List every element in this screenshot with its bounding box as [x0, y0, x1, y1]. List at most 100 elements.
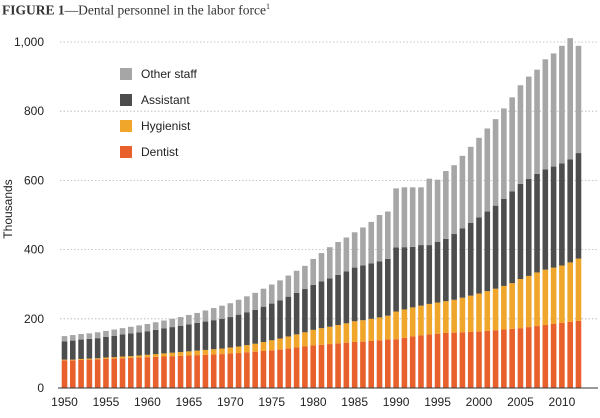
bar-segment-dentist	[393, 339, 399, 388]
bar-segment-other-staff	[169, 318, 176, 328]
bar-segment-dentist	[111, 358, 118, 388]
bar-segment-other-staff	[376, 215, 383, 262]
bar-segment-other-staff	[161, 320, 167, 329]
bar-segment-other-staff	[61, 336, 68, 342]
bar-segment-other-staff	[351, 232, 358, 268]
bar-segment-other-staff	[385, 211, 391, 259]
bar-segment-dentist	[227, 353, 234, 388]
bar-segment-assistant	[161, 328, 167, 354]
y-axis-label: Thousands	[1, 179, 15, 238]
bar-segment-assistant	[177, 325, 184, 353]
y-tick-label: 0	[37, 381, 44, 395]
bar-segment-other-staff	[418, 187, 424, 246]
bar-segment-dentist	[517, 328, 524, 388]
bar-segment-dentist	[69, 360, 76, 388]
y-tick-label: 200	[24, 312, 44, 326]
bar-segment-hygienist	[61, 359, 68, 361]
bar-segment-other-staff	[467, 146, 474, 223]
bar-segment-dentist	[509, 328, 515, 388]
bar-segment-hygienist	[136, 355, 142, 358]
bar-segment-other-staff	[360, 227, 366, 266]
bar-segment-assistant	[426, 245, 433, 304]
bar-segment-hygienist	[559, 265, 565, 323]
bar-segment-assistant	[559, 163, 565, 266]
bar-segment-dentist	[335, 343, 341, 388]
bar-segment-other-staff	[210, 308, 217, 321]
bar-segment-hygienist	[376, 317, 383, 341]
bar-segment-dentist	[501, 329, 507, 388]
bar-segment-dentist	[161, 356, 167, 388]
bar-segment-assistant	[94, 338, 101, 359]
bar-segment-hygienist	[409, 307, 416, 337]
bar-segment-assistant	[534, 173, 540, 273]
bar-segment-other-staff	[136, 325, 142, 333]
x-tick-label: 2005	[507, 395, 534, 409]
bar-segment-hygienist	[161, 353, 167, 357]
bar-segment-assistant	[550, 166, 557, 268]
bar-segment-other-staff	[194, 312, 200, 323]
x-tick-labels: 1950 1955 1960 1965 1970 1975 1980 1985 1990 1995…	[51, 395, 575, 409]
bar-segment-hygienist	[69, 359, 76, 361]
bar-segment-other-staff	[219, 305, 225, 319]
bar-segment-assistant	[343, 271, 350, 324]
bar-segment-assistant	[103, 336, 109, 358]
bar-segment-assistant	[409, 246, 416, 308]
x-tick-label: 1965	[175, 395, 202, 409]
bar-segment-assistant	[376, 261, 383, 318]
bar-segment-assistant	[111, 335, 118, 358]
bar-segment-dentist	[484, 330, 491, 388]
bar-segment-assistant	[61, 341, 68, 360]
y-tick-labels: 0 200 400 600 800 1,000	[14, 35, 44, 395]
bar-segment-dentist	[293, 347, 300, 388]
bar-segment-dentist	[144, 357, 151, 388]
bar-segment-dentist	[368, 340, 375, 388]
bar-segment-dentist	[235, 353, 242, 388]
bar-segment-other-staff	[260, 288, 267, 307]
bar-segment-assistant	[401, 247, 408, 310]
bar-segment-dentist	[194, 355, 200, 388]
bar-segment-dentist	[434, 333, 441, 388]
bar-segment-hygienist	[368, 318, 375, 341]
bar-segment-assistant	[227, 317, 234, 348]
bar-segment-hygienist	[152, 354, 159, 357]
bar-segment-assistant	[459, 228, 466, 298]
bar-segment-assistant	[219, 318, 225, 349]
bar-segment-assistant	[335, 274, 341, 326]
bar-segment-hygienist	[244, 345, 250, 353]
bar-segment-other-staff	[111, 329, 118, 336]
bar-segment-dentist	[78, 359, 84, 388]
x-tick-label: 1950	[51, 395, 78, 409]
bar-segment-assistant	[302, 289, 308, 333]
bar-segment-hygienist	[335, 325, 341, 344]
bar-segment-dentist	[169, 356, 176, 388]
bar-segment-assistant	[310, 284, 316, 330]
bar-segment-dentist	[310, 345, 316, 388]
bar-segment-assistant	[542, 169, 549, 270]
bar-segment-dentist	[385, 339, 391, 388]
legend-label: Assistant	[141, 93, 190, 107]
bar-segment-other-staff	[335, 241, 341, 275]
bar-segment-other-staff	[293, 270, 300, 293]
bar-segment-assistant	[318, 281, 325, 329]
bar-segment-hygienist	[78, 358, 84, 360]
bar-segment-other-staff	[302, 265, 308, 290]
bar-segment-other-staff	[550, 53, 557, 167]
bar-segment-other-staff	[310, 258, 316, 285]
bar-segment-hygienist	[550, 267, 557, 324]
bar-segment-dentist	[326, 344, 333, 388]
bar-segment-other-staff	[128, 326, 134, 334]
bar-segment-other-staff	[492, 119, 499, 206]
bar-segment-hygienist	[202, 349, 209, 355]
bar-segment-other-staff	[409, 187, 416, 247]
bar-segment-hygienist	[310, 329, 316, 346]
bar-segment-assistant	[418, 245, 424, 306]
bar-segment-hygienist	[534, 272, 540, 327]
bar-segment-other-staff	[103, 330, 109, 337]
bar-segment-other-staff	[186, 314, 192, 325]
bar-segment-dentist	[575, 320, 582, 388]
x-tick-label: 1970	[217, 395, 244, 409]
bar-segment-dentist	[61, 360, 68, 388]
bar-segment-other-staff	[69, 335, 76, 341]
bar-segment-hygienist	[219, 348, 225, 355]
